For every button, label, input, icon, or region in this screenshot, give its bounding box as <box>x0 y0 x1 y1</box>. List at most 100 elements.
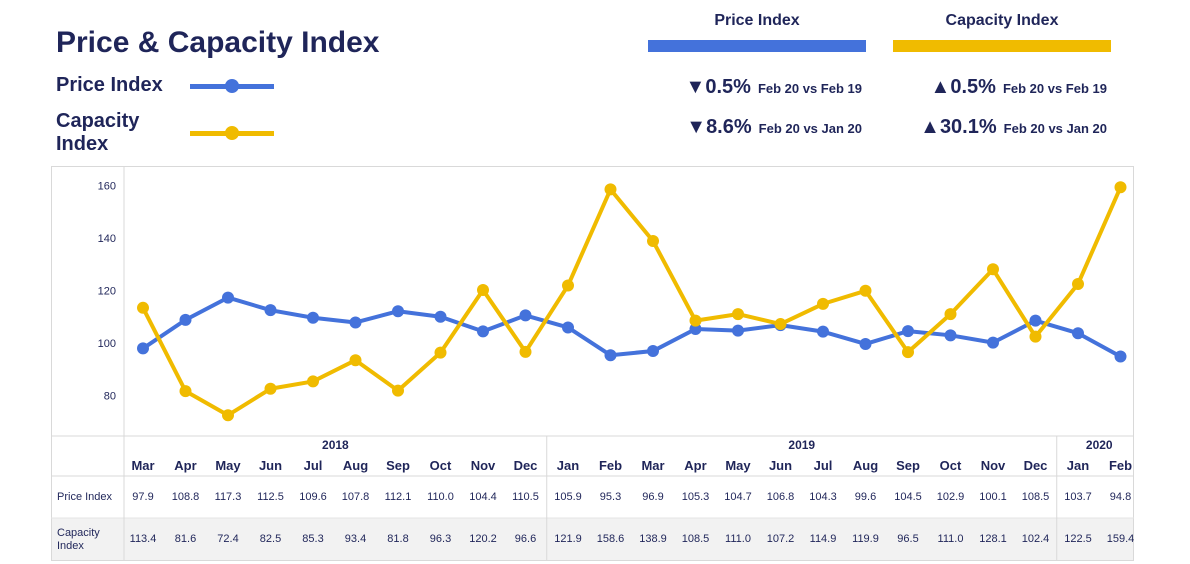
month-label: Oct <box>430 458 452 473</box>
data-point-capacity <box>222 409 234 422</box>
data-point-price <box>519 309 532 322</box>
legend-label-price: Price Index <box>56 74 163 96</box>
chart-frame <box>51 166 1134 561</box>
kpi-compare: Feb 20 vs Feb 19 <box>757 81 862 96</box>
data-point-capacity <box>434 346 447 359</box>
kpi-price-yoy: ▼0.5% Feb 20 vs Feb 19 <box>686 76 862 99</box>
data-value-capacity: 138.9 <box>639 533 667 545</box>
data-point-capacity <box>944 308 957 321</box>
data-point-price <box>859 337 872 350</box>
data-point-capacity <box>264 382 277 395</box>
legend-item-capacity: Capacity Index <box>56 110 274 156</box>
down-arrow-icon: ▼ <box>685 76 706 98</box>
data-value-capacity: 96.6 <box>515 533 536 545</box>
kpi-bar-price <box>648 40 866 52</box>
data-point-capacity <box>562 279 574 292</box>
data-point-price <box>222 291 234 304</box>
month-label: Apr <box>684 458 706 473</box>
data-point-capacity <box>689 314 702 327</box>
data-value-price: 100.1 <box>979 491 1007 503</box>
data-point-price <box>392 305 404 318</box>
data-value-price: 112.5 <box>257 491 284 503</box>
data-point-capacity <box>179 385 192 398</box>
data-point-price <box>137 342 149 355</box>
row-label-price: Price Index <box>57 491 113 503</box>
month-label: Dec <box>514 458 538 473</box>
kpi-value: 30.1% <box>939 116 997 138</box>
data-point-price <box>349 316 362 329</box>
kpi-compare: Feb 20 vs Feb 19 <box>1002 81 1107 96</box>
data-point-capacity <box>774 318 787 331</box>
data-point-capacity <box>647 235 659 248</box>
legend-label-capacity: Capacity Index <box>56 110 140 155</box>
kpi-price-mom: ▼8.6% Feb 20 vs Jan 20 <box>686 116 862 139</box>
month-label: Jul <box>814 458 833 473</box>
data-value-capacity: 81.8 <box>387 533 408 545</box>
month-label: May <box>215 458 241 473</box>
data-value-price: 104.3 <box>809 491 837 503</box>
data-value-capacity: 114.9 <box>810 533 837 545</box>
data-point-capacity <box>307 375 319 388</box>
table-row-band <box>52 518 1133 560</box>
year-label: 2020 <box>1086 438 1113 452</box>
data-value-capacity: 102.4 <box>1022 533 1050 545</box>
month-label: Feb <box>599 458 622 473</box>
data-point-capacity <box>817 297 829 310</box>
data-point-price <box>179 313 192 326</box>
data-point-price <box>689 323 702 336</box>
data-value-capacity: 128.1 <box>979 533 1007 545</box>
data-point-capacity <box>859 284 872 297</box>
legend-item-price: Price Index <box>56 74 274 97</box>
data-point-price <box>987 336 999 349</box>
kpi-value: 0.5% <box>950 76 996 98</box>
month-label: Aug <box>343 458 368 473</box>
up-arrow-icon: ▲ <box>930 76 951 98</box>
year-label: 2018 <box>322 438 349 452</box>
month-label: Nov <box>981 458 1006 473</box>
data-value-price: 108.5 <box>1022 491 1050 503</box>
kpi-capacity-yoy: ▲0.5% Feb 20 vs Feb 19 <box>931 76 1107 99</box>
data-value-capacity: 107.2 <box>767 533 795 545</box>
month-label: Mar <box>131 458 154 473</box>
data-point-price <box>562 321 574 334</box>
data-value-price: 99.6 <box>855 491 876 503</box>
month-label: Feb <box>1109 458 1132 473</box>
kpi-bar-capacity <box>893 40 1111 52</box>
data-value-price: 94.8 <box>1110 491 1131 503</box>
data-value-capacity: 159.4 <box>1107 533 1135 545</box>
data-value-price: 106.8 <box>767 491 795 503</box>
up-arrow-icon: ▲ <box>920 116 940 138</box>
series-line-capacity <box>141 185 1123 418</box>
data-value-capacity: 108.5 <box>682 533 710 545</box>
data-point-capacity <box>1072 277 1084 290</box>
kpi-value: 0.5% <box>705 76 751 98</box>
down-arrow-icon: ▼ <box>686 116 707 138</box>
data-point-capacity <box>902 346 914 359</box>
data-value-capacity: 85.3 <box>302 533 323 545</box>
legend-swatch-price <box>190 78 274 94</box>
month-label: Mar <box>641 458 664 473</box>
data-value-capacity: 93.4 <box>345 533 366 545</box>
data-point-capacity <box>349 354 362 367</box>
data-value-price: 104.4 <box>469 491 497 503</box>
data-point-price <box>1029 314 1042 327</box>
month-label: Apr <box>174 458 196 473</box>
data-value-price: 102.9 <box>937 491 965 503</box>
data-point-price <box>944 329 957 342</box>
legend-swatch-capacity <box>190 125 274 141</box>
y-tick-label: 140 <box>98 233 116 245</box>
data-value-capacity: 120.2 <box>469 533 497 545</box>
month-label: Nov <box>471 458 496 473</box>
data-point-capacity <box>732 308 744 321</box>
data-value-price: 104.5 <box>894 491 922 503</box>
data-point-capacity <box>987 263 999 276</box>
data-point-price <box>477 325 489 338</box>
data-point-price <box>307 311 319 324</box>
data-value-price: 97.9 <box>132 491 153 503</box>
series-line-price <box>141 295 1123 359</box>
data-value-capacity: 111.0 <box>725 533 751 545</box>
data-value-capacity: 121.9 <box>554 533 582 545</box>
data-value-capacity: 72.4 <box>217 533 238 545</box>
data-value-capacity: 158.6 <box>597 533 625 545</box>
